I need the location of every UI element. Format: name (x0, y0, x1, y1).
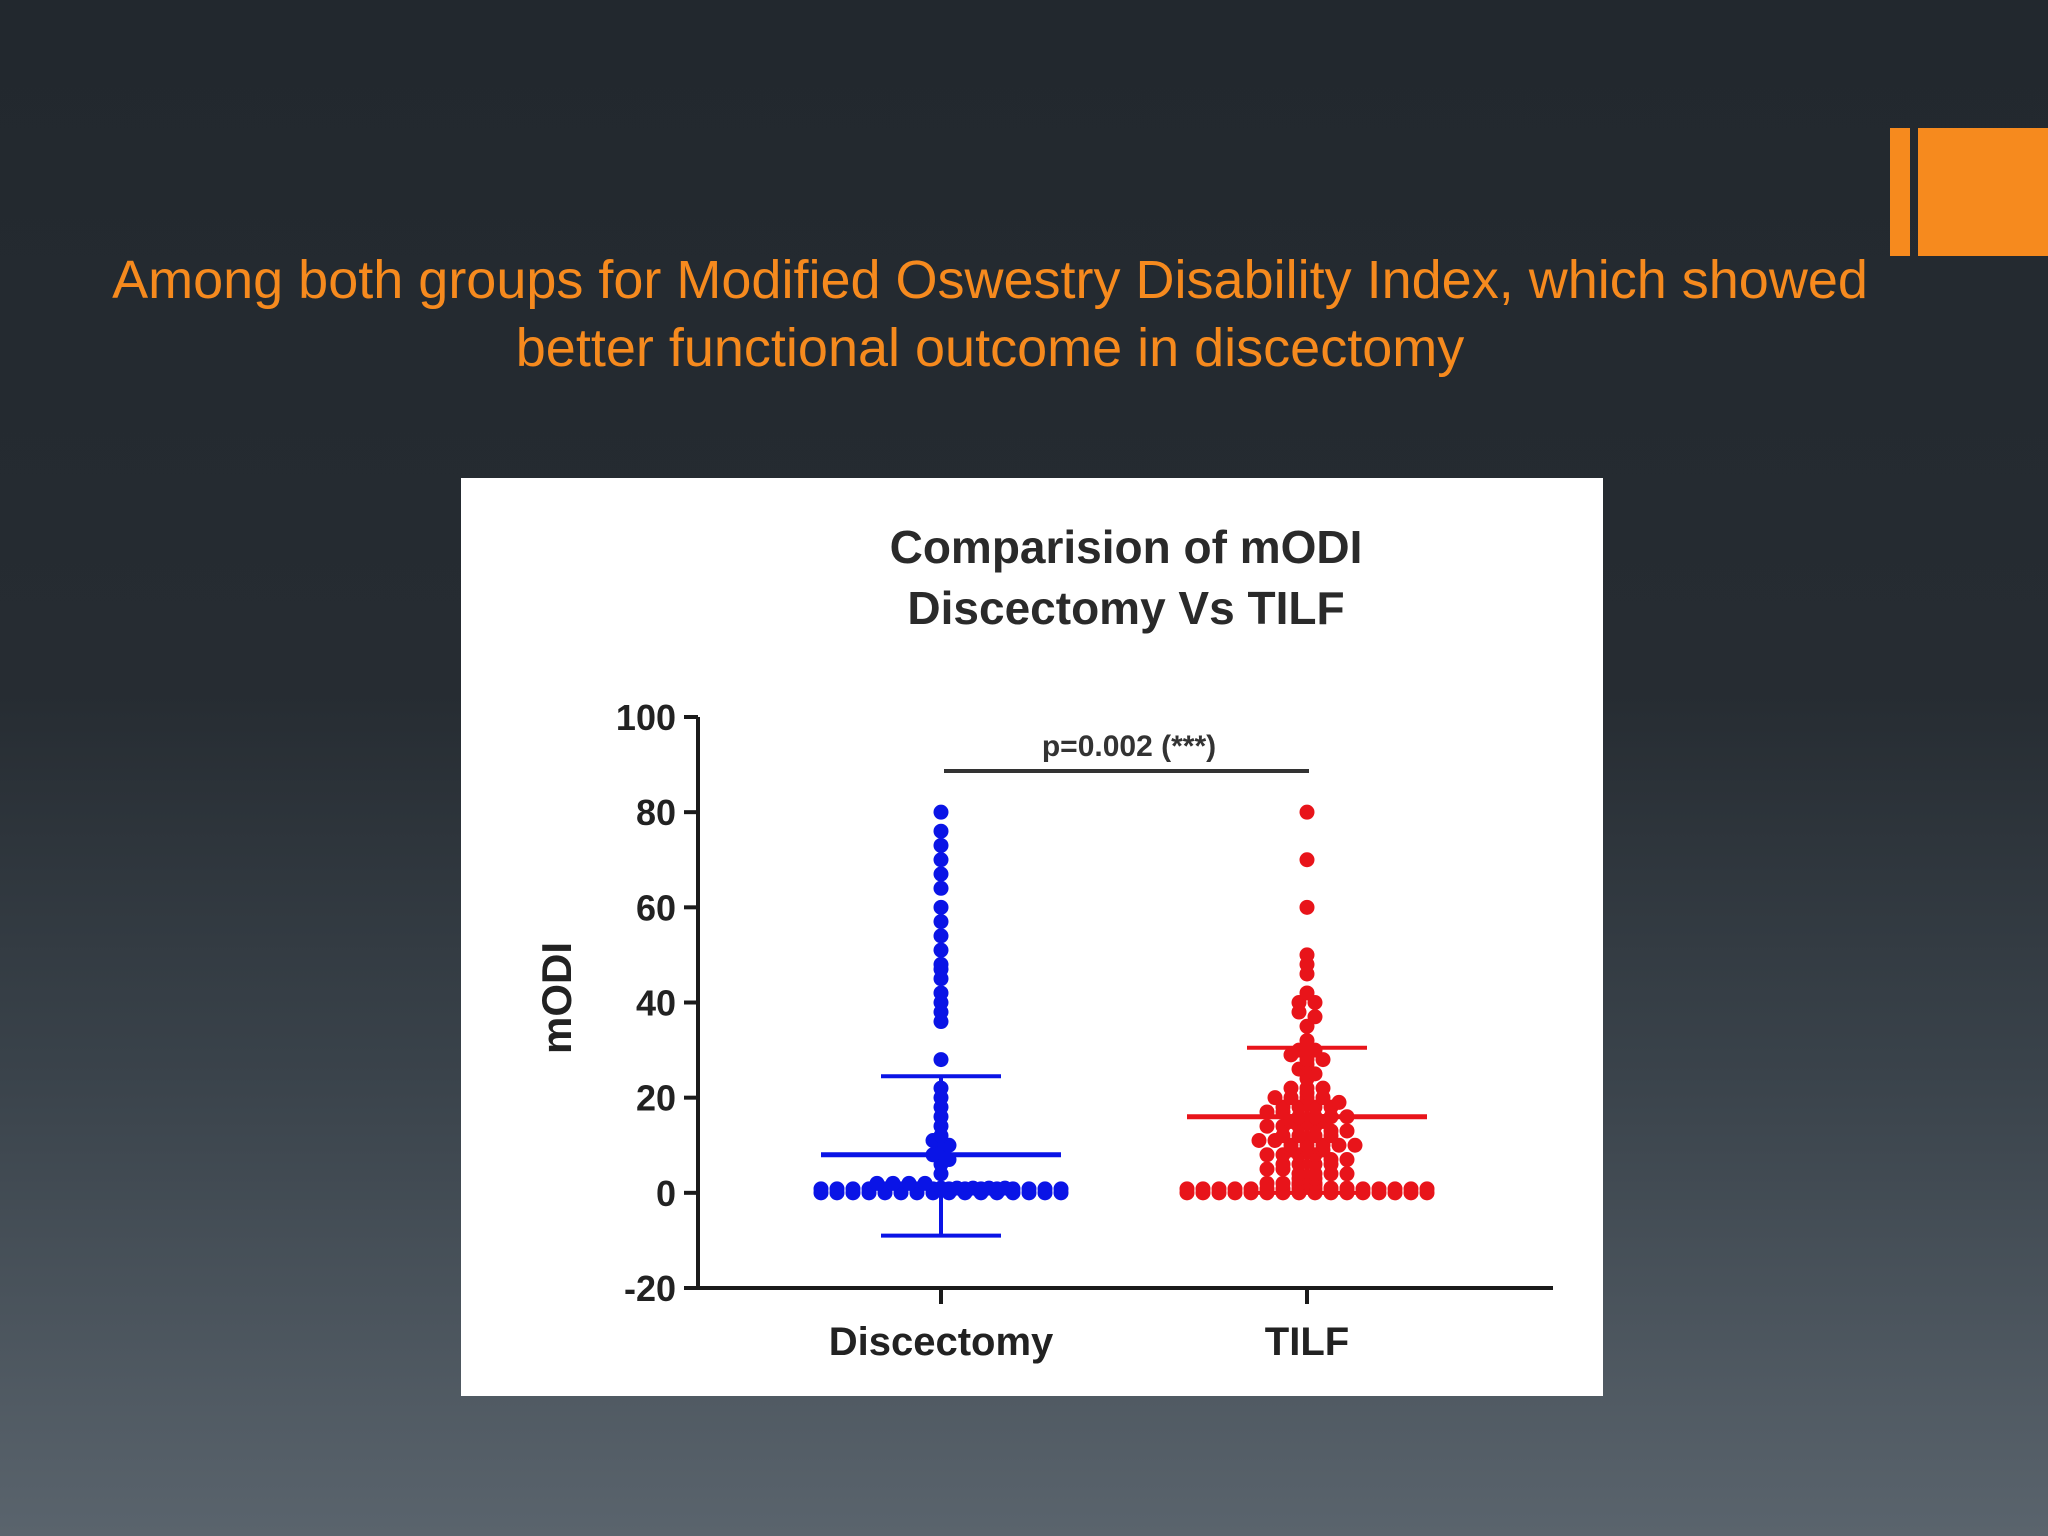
chart-title-line-1: Comparision of mODI (890, 521, 1363, 573)
y-axis-label: mODI (533, 942, 580, 1054)
data-point (845, 1181, 861, 1197)
y-tick-label: 100 (616, 697, 676, 738)
data-point (917, 1175, 933, 1191)
data-point (933, 866, 949, 882)
data-point (1307, 1009, 1323, 1025)
data-point (1283, 1080, 1299, 1096)
data-point (1339, 1123, 1355, 1139)
data-point (1021, 1181, 1037, 1197)
y-tick-label: 60 (636, 887, 676, 928)
data-point (981, 1180, 997, 1196)
data-point (933, 914, 949, 930)
data-point (933, 837, 949, 853)
error-bars (821, 1045, 1427, 1238)
data-point (1259, 1147, 1275, 1163)
data-point (1339, 1152, 1355, 1168)
data-point (1259, 1161, 1275, 1177)
data-point (1339, 1166, 1355, 1182)
data-point (1347, 1137, 1363, 1153)
y-tick-label: 20 (636, 1078, 676, 1119)
data-point (1331, 1094, 1347, 1110)
data-point (869, 1175, 885, 1191)
data-point (1371, 1181, 1387, 1197)
data-point (933, 804, 949, 820)
y-tick-label: 40 (636, 983, 676, 1024)
x-category-label: Discectomy (829, 1320, 1054, 1364)
data-point (1037, 1181, 1053, 1197)
data-point (997, 1180, 1013, 1196)
data-point (1251, 1132, 1267, 1148)
data-point (1195, 1181, 1211, 1197)
y-tick-label: -20 (624, 1268, 676, 1309)
data-point (1259, 1118, 1275, 1134)
chart-panel: Comparision of mODI Discectomy Vs TILF m… (461, 478, 1603, 1396)
data-point (1299, 985, 1315, 1001)
data-point (933, 899, 949, 915)
data-point (1179, 1181, 1195, 1197)
scatter-points (813, 804, 1435, 1201)
data-point (933, 880, 949, 896)
data-point (1299, 804, 1315, 820)
data-point (885, 1175, 901, 1191)
data-point (813, 1181, 829, 1197)
data-point (949, 1180, 965, 1196)
data-point (1053, 1181, 1069, 1197)
data-point (933, 942, 949, 958)
data-point (1299, 852, 1315, 868)
data-point (933, 823, 949, 839)
data-point (1275, 1175, 1291, 1191)
data-point (1387, 1181, 1403, 1197)
data-point (1299, 1033, 1315, 1049)
accent-bar-thin (1890, 128, 1910, 256)
data-point (1299, 947, 1315, 963)
chart-svg: Comparision of mODI Discectomy Vs TILF m… (533, 521, 1553, 1364)
data-point (933, 985, 949, 1001)
x-category-label: TILF (1265, 1320, 1349, 1364)
data-point (1227, 1181, 1243, 1197)
chart-title-line-2: Discectomy Vs TILF (907, 582, 1344, 634)
data-point (933, 928, 949, 944)
y-tick-label: 0 (656, 1173, 676, 1214)
data-point (1211, 1181, 1227, 1197)
data-point (901, 1175, 917, 1191)
data-point (1259, 1175, 1275, 1191)
slide-title: Among both groups for Modified Oswestry … (112, 250, 1868, 378)
data-point (1315, 1080, 1331, 1096)
data-point (933, 852, 949, 868)
y-tick-label: 80 (636, 792, 676, 833)
y-ticks: 100 80 60 40 20 0 -20 (616, 697, 698, 1309)
data-point (933, 956, 949, 972)
data-point (965, 1180, 981, 1196)
x-ticks: Discectomy TILF (829, 1288, 1349, 1364)
accent-bar-thick (1918, 128, 2048, 256)
data-point (1299, 899, 1315, 915)
data-point (1267, 1090, 1283, 1106)
data-point (1419, 1181, 1435, 1197)
data-point (829, 1181, 845, 1197)
data-point (1403, 1181, 1419, 1197)
p-value-annotation: p=0.002 (***) (1042, 730, 1216, 763)
data-point (933, 1052, 949, 1068)
